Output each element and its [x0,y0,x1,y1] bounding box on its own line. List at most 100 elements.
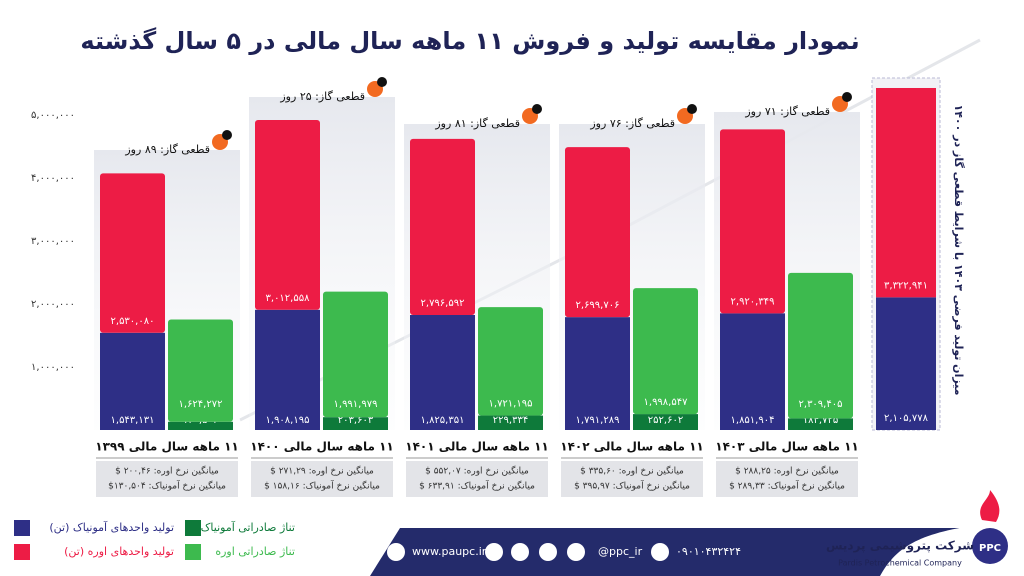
bar-segment [788,418,853,430]
legend-label: تناژ صادراتی آمونیاک [201,520,295,534]
price-note: میانگین نرخ اوره: ۵۵۲,۰۷ $ [425,465,529,477]
chart-title: نمودار مقایسه تولید و فروش ۱۱ ماهه سال م… [80,27,859,55]
telegram-icon [539,543,557,561]
legend-swatch [14,520,30,536]
instagram-icon [485,543,503,561]
value-label: ۱,۹۰۸,۱۹۵ [266,415,310,426]
footer-band [370,528,1024,576]
value-label: ۲,۷۹۶,۵۹۲ [421,298,465,309]
gas-cut-label: قطعی گاز: ۲۵ روز [279,90,365,103]
price-box [406,461,548,497]
bar-segment [100,173,165,333]
website: www.paupc.ir [412,545,487,558]
value-label: ۱۸۴,۷۲۵ [803,415,838,426]
legend-swatch [185,544,201,560]
price-note: میانگین نرخ آمونیاک: ۱۳۰,۵۰۴$ [108,480,226,492]
legend-swatch [185,520,201,536]
eitaa-icon [511,543,529,561]
legend-swatch [14,544,30,560]
price-note: میانگین نرخ اوره: ۳۳۵,۶۰ $ [580,465,684,477]
value-label: ۱,۹۹۱,۹۷۹ [334,399,378,410]
value-label: ۱,۷۹۱,۲۸۹ [576,415,620,426]
x-tick-label: ۱۱ ماهه سال مالی ۱۴۰۲ [560,440,704,454]
x-tick-label: ۱۱ ماهه سال مالی ۱۳۹۹ [95,440,239,454]
value-label: ۲,۱۰۵,۷۷۸ [884,413,929,424]
x-tick-label: ۱۱ ماهه سال مالی ۱۴۰۰ [250,440,394,454]
price-note: میانگین نرخ اوره: ۲۸۸,۲۵ $ [735,465,839,477]
x-tick-label: ۱۱ ماهه سال مالی ۱۴۰۳ [715,440,859,454]
bar-segment [410,138,475,316]
legend-label: تولید واحدهای اوره (تن) [64,545,174,558]
handle: @ppc_ir [598,545,643,558]
value-label: ۱,۷۲۱,۱۹۵ [489,399,533,410]
value-label: ۲۰۳,۶۰۳ [338,415,374,426]
company-fa: شرکت پتروشیمی پردیس [826,539,974,554]
bar-segment [323,417,388,430]
y-tick-label: ۴,۰۰۰,۰۰۰ [31,173,75,184]
bar-segment [255,309,320,430]
gas-cut-label: قطعی گاز: ۸۱ روز [434,117,520,130]
value-label: ۱,۸۲۵,۳۵۱ [421,415,465,426]
price-note: میانگین نرخ اوره: ۲۷۱,۲۹ $ [270,465,374,477]
web-icon [387,543,405,561]
value-label: ۲,۳۰۹,۴۰۵ [799,399,843,410]
close-icon [222,130,232,140]
bar-segment [323,291,388,418]
bar-segment [788,272,853,419]
price-note: میانگین نرخ آمونیاک: ۲۸۹,۳۳ $ [729,480,845,492]
y-tick-label: ۱,۰۰۰,۰۰۰ [31,362,75,373]
y-tick-label: ۲,۰۰۰,۰۰۰ [31,299,75,310]
close-icon [377,77,387,87]
value-label: ۱,۶۲۴,۲۷۲ [179,399,223,410]
forecast-segment [876,297,936,430]
bar-segment [720,313,785,430]
legend-label: تناژ صادراتی اوره [215,545,295,558]
bar-segment [255,119,320,310]
forecast-label: میزان تولید فرضی ۱۴۰۳ با شرایط قطعی گاز … [952,105,965,396]
value-label: ۳,۳۲۲,۹۴۱ [884,280,928,291]
logo-mark [972,528,1008,564]
value-label: ۱,۸۵۱,۹۰۴ [731,415,775,426]
forecast-segment [876,87,936,298]
y-tick-label: ۵,۰۰۰,۰۰۰ [31,110,75,121]
value-label: ۲۲۹,۳۳۴ [493,415,528,426]
price-note: میانگین نرخ آمونیاک: ۱۵۸,۱۶ $ [264,480,380,492]
bar-segment [410,315,475,430]
aparat-icon [567,543,585,561]
whatsapp-icon [651,543,669,561]
bar-segment [720,129,785,314]
close-icon [842,92,852,102]
phone: ۰۹۰۱۰۴۳۲۴۲۴ [676,545,741,558]
bar-segment [633,414,698,430]
value-label: ۲,۹۲۰,۳۴۹ [731,296,775,307]
bar-segment [168,421,233,430]
gas-cut-label: قطعی گاز: ۷۱ روز [744,105,830,118]
bar-segment [100,332,165,430]
close-icon [532,104,542,114]
logo-flame [980,490,1000,522]
x-tick-label: ۱۱ ماهه سال مالی ۱۴۰۱ [405,440,549,454]
value-label: ۲۵۲,۶۰۲ [648,415,683,426]
close-icon [687,104,697,114]
legend-label: تولید واحدهای آمونیاک (تن) [49,520,174,534]
value-label: ۱,۹۹۸,۵۴۷ [644,397,689,408]
bar-segment [478,307,543,416]
bar-segment [565,317,630,430]
company-en: Pardis Petrochemical Company [838,559,962,568]
price-note: میانگین نرخ آمونیاک: ۳۹۵,۹۷ $ [574,480,690,492]
value-label: ۱,۵۴۳,۱۳۱ [111,415,155,426]
bar-segment [633,288,698,415]
bar-segment [478,415,543,430]
gas-cut-label: قطعی گاز: ۸۹ روز [124,143,210,156]
logo-text: PPC [979,543,1001,554]
gas-cut-label: قطعی گاز: ۷۶ روز [589,117,675,130]
price-box [716,461,858,497]
price-box [561,461,703,497]
bar-segment [168,319,233,422]
price-note: میانگین نرخ اوره: ۲۰۰,۴۶ $ [115,465,219,477]
value-label: ۲,۵۳۰,۰۸۰ [111,316,155,327]
value-label: ۲,۶۹۹,۷۰۶ [576,300,620,311]
price-box [96,461,238,497]
footer-icons [387,490,1008,564]
